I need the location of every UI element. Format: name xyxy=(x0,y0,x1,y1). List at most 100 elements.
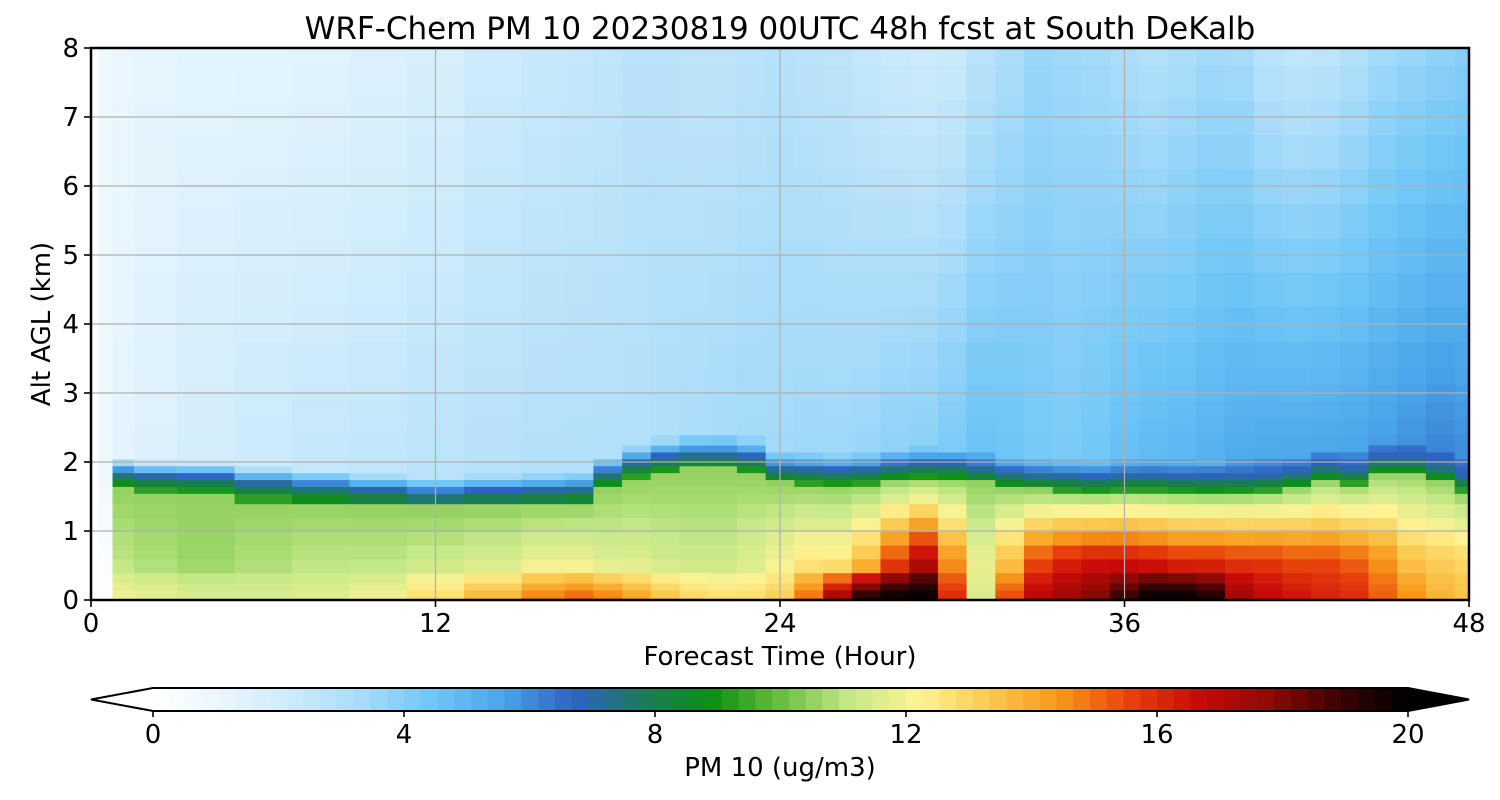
heatmap-cell xyxy=(1224,531,1255,546)
heatmap-cell xyxy=(291,493,351,505)
heatmap-cell xyxy=(1311,493,1341,505)
heatmap-cell xyxy=(794,558,824,574)
heatmap-cell xyxy=(1081,503,1111,518)
heatmap-cell xyxy=(1224,434,1255,446)
heatmap-cell xyxy=(291,134,351,170)
heatmap-cell xyxy=(291,341,351,368)
heatmap-cell xyxy=(1368,434,1399,446)
heatmap-cell xyxy=(880,48,910,67)
colorbar-ticks: 0 4 8 12 16 20 xyxy=(145,711,1425,750)
heatmap-cell xyxy=(909,486,939,494)
heatmap-cell xyxy=(880,479,910,487)
heatmap-cell xyxy=(679,472,710,481)
heatmap-cell xyxy=(1196,465,1226,474)
heatmap-cell xyxy=(1425,444,1456,453)
heatmap-cell xyxy=(349,465,408,474)
heatmap-cell xyxy=(521,596,566,600)
heatmap-cell xyxy=(650,65,681,101)
heatmap-cell xyxy=(937,134,968,170)
heatmap-cell xyxy=(1282,65,1312,101)
heatmap-cell xyxy=(650,134,681,170)
heatmap-cell xyxy=(823,341,853,368)
colorbar-segment xyxy=(655,688,673,711)
heatmap-cell xyxy=(995,401,1025,420)
heatmap-cell xyxy=(521,544,566,560)
colorbar-segment xyxy=(203,688,221,711)
heatmap-cell xyxy=(1368,572,1399,584)
heatmap-cell xyxy=(1167,65,1198,101)
heatmap-cell xyxy=(851,418,882,436)
heatmap-cell xyxy=(1339,472,1370,481)
heatmap-cell xyxy=(234,444,293,453)
heatmap-cell xyxy=(708,401,738,420)
heatmap-cell xyxy=(1081,493,1111,505)
heatmap-cell xyxy=(1311,367,1341,386)
heatmap-cell xyxy=(736,517,767,532)
heatmap-cell xyxy=(1282,418,1312,436)
heatmap-cell xyxy=(1024,465,1054,474)
heatmap-cell xyxy=(1138,582,1169,591)
heatmap-cell xyxy=(1081,589,1111,598)
heatmap-cell xyxy=(1368,558,1399,574)
heatmap-cell xyxy=(1311,479,1341,487)
heatmap-cell xyxy=(1052,341,1083,368)
heatmap-cell xyxy=(851,572,882,584)
heatmap-cell xyxy=(1368,544,1399,560)
heatmap-cell xyxy=(851,341,882,368)
heatmap-cell xyxy=(1311,48,1341,67)
heatmap-cell xyxy=(1425,472,1456,481)
heatmap-cell xyxy=(1425,531,1456,546)
heatmap-cell xyxy=(91,589,99,598)
colorbar xyxy=(90,687,1470,712)
heatmap-cell xyxy=(234,486,293,494)
heatmap-cell xyxy=(134,434,178,446)
heatmap-cell xyxy=(851,558,882,574)
heatmap-cell xyxy=(1167,134,1198,170)
heatmap-cell xyxy=(464,486,523,494)
heatmap-cell xyxy=(1196,444,1226,453)
heatmap-cell xyxy=(593,503,623,518)
heatmap-cell xyxy=(1081,48,1111,67)
colorbar-segment xyxy=(755,688,773,711)
heatmap-cell xyxy=(1081,558,1111,574)
heatmap-cell xyxy=(851,451,882,460)
heatmap-cell xyxy=(1196,589,1226,598)
heatmap-cell xyxy=(91,48,99,67)
heatmap-cell xyxy=(177,341,236,368)
heatmap-cell xyxy=(1196,493,1226,505)
heatmap-cell xyxy=(708,134,738,170)
heatmap-cell xyxy=(1138,503,1169,518)
heatmap-cell xyxy=(1024,486,1054,494)
heatmap-cell xyxy=(708,517,738,532)
heatmap-cell xyxy=(708,486,738,494)
heatmap-cell xyxy=(966,434,997,446)
heatmap-cell xyxy=(1339,558,1370,574)
heatmap-cell xyxy=(1138,203,1169,239)
heatmap-cell xyxy=(1253,367,1284,386)
heatmap-cell xyxy=(98,272,114,308)
heatmap-cell xyxy=(1024,434,1054,446)
heatmap-cell xyxy=(995,472,1025,481)
colorbar-segment xyxy=(906,688,924,711)
heatmap-cell xyxy=(1196,341,1226,368)
heatmap-cell xyxy=(851,65,882,101)
heatmap-cell xyxy=(91,451,99,460)
heatmap-cell xyxy=(1339,479,1370,487)
heatmap-cell xyxy=(622,401,652,420)
heatmap-cell xyxy=(966,531,997,546)
heatmap-cell xyxy=(1167,503,1198,518)
heatmap-cell xyxy=(1425,341,1456,368)
heatmap-cell xyxy=(1311,544,1341,560)
heatmap-cell xyxy=(134,444,178,453)
heatmap-cell xyxy=(1196,582,1226,591)
heatmap-cell xyxy=(1167,472,1198,481)
heatmap-cell xyxy=(234,493,293,505)
heatmap-cell xyxy=(1397,203,1427,239)
heatmap-cell xyxy=(966,544,997,560)
heatmap-cell xyxy=(1282,451,1312,460)
heatmap-cell xyxy=(464,531,523,546)
heatmap-cell xyxy=(995,517,1025,532)
heatmap-cell xyxy=(794,589,824,598)
heatmap-cell xyxy=(736,465,767,474)
heatmap-cell xyxy=(1052,531,1083,546)
